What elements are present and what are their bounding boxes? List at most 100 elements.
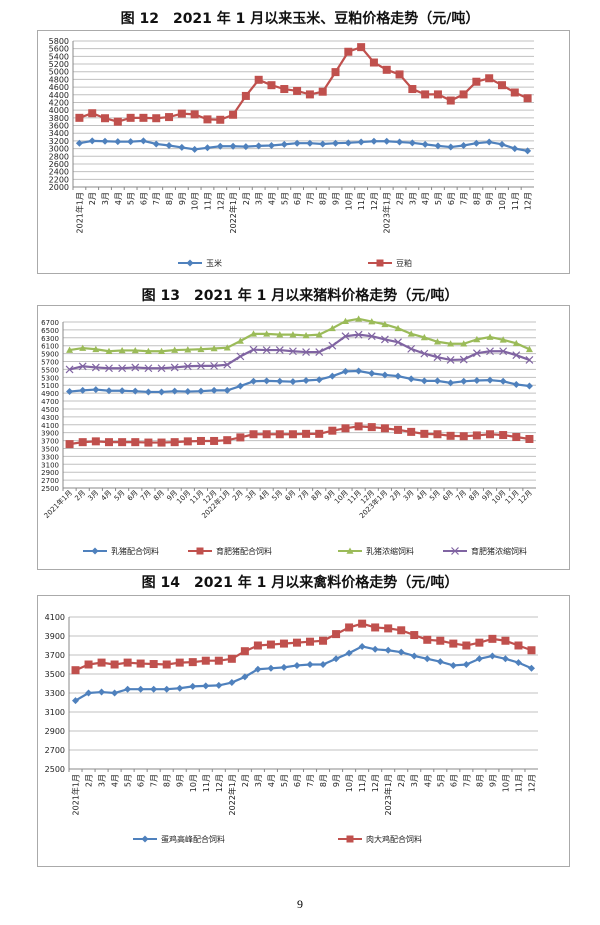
data-point [216,142,224,150]
data-point [462,661,470,668]
x-tick-label: 12月 [370,192,379,210]
y-tick-label: 2500 [41,485,59,493]
x-tick-label: 3月 [98,774,107,787]
data-point [78,438,87,447]
data-point [201,656,210,665]
data-point [250,330,258,337]
data-point [370,137,378,145]
data-point [486,430,495,439]
y-tick-label: 5500 [41,366,59,374]
data-point [184,388,192,396]
data-point [394,338,402,347]
data-point [131,346,139,354]
data-point [512,339,520,347]
x-tick-label: 5月 [127,192,136,205]
chart-12: 2000 2200 2400 2600 2800 3000 3200 3400 3600 3800… [37,30,570,274]
data-point [410,631,419,640]
y-tick-label: 2600 [49,160,69,169]
y-tick-label: 4300 [41,414,59,422]
y-tick-label: 4400 [49,91,69,100]
data-point [152,114,161,123]
data-point [197,345,205,353]
x-tick-label: 10月 [191,192,200,210]
data-point [382,65,391,74]
y-tick-label: 3300 [41,453,59,461]
y-tick-label: 3300 [45,689,65,698]
data-point [176,684,184,692]
data-point [408,85,417,94]
x-tick-label: 7月 [297,489,311,503]
data-point [223,436,232,445]
data-point [475,638,484,647]
x-tick-label: 5月 [270,489,284,503]
data-point [512,433,521,442]
data-point [523,94,532,103]
data-point [123,658,132,667]
y-tick-label: 3700 [41,438,59,446]
data-point [171,387,179,395]
data-point [228,679,236,687]
data-point [420,349,429,358]
data-point [397,648,405,656]
data-point [197,361,205,370]
x-tick-label: 2月 [242,192,251,205]
x-tick-label: 2022年1月 [227,774,237,815]
x-tick-label: 10月 [498,192,507,210]
data-point [157,364,166,373]
data-point [358,642,366,650]
data-point [236,352,245,361]
data-point [319,140,327,148]
data-point [178,143,186,151]
x-tick-label: 6月 [126,489,140,503]
data-point [157,438,166,447]
data-point [280,140,288,148]
data-point [203,115,212,124]
data-point [276,377,284,385]
y-tick-label: 3900 [41,430,59,438]
data-point [486,333,494,340]
data-point [306,661,314,668]
data-point [229,142,237,150]
y-tick-label: 3000 [49,145,69,154]
data-point [328,324,336,332]
y-tick-label: 4800 [49,75,69,84]
data-point [341,332,350,341]
data-point [131,438,140,447]
data-point [433,90,442,99]
data-point [368,369,376,377]
chart-13-title: 图 13 2021 年 1 月以来猪料价格走势（元/吨） [141,288,459,304]
data-point [341,367,349,375]
x-tick-label: 9月 [176,774,185,787]
x-tick-label: 4月 [100,489,114,503]
data-point [118,364,127,373]
data-point [512,380,520,388]
data-point [92,345,100,353]
data-point [371,623,380,632]
x-tick-label: 12月 [371,774,380,792]
x-tick-label: 2023年1月 [382,192,392,233]
data-point [214,656,223,665]
series-2 [75,43,532,126]
x-tick-label: 4月 [423,774,432,787]
data-point [345,623,354,632]
data-point [459,90,468,99]
y-tick-label: 4500 [41,406,59,414]
series-line [69,333,530,371]
x-tick-label: 4月 [114,192,123,205]
data-point [289,331,297,338]
chart-12-title: 图 12 2021 年 1 月以来玉米、豆粕价格走势（元/吨） [120,11,480,27]
x-tick-label: 11月 [514,774,523,792]
legend-marker [451,547,459,555]
x-tick-label: 2023年1月 [383,774,393,815]
data-point [449,661,457,669]
x-tick-label: 3月 [408,192,417,205]
data-point [525,345,533,353]
data-point [183,437,192,446]
x-tick-label: 7月 [150,774,159,787]
data-point [236,337,244,344]
data-point [184,346,192,353]
data-point [332,139,340,147]
data-point [486,376,494,384]
y-tick-label: 2700 [41,477,59,485]
x-tick-label: 3月 [244,489,258,503]
